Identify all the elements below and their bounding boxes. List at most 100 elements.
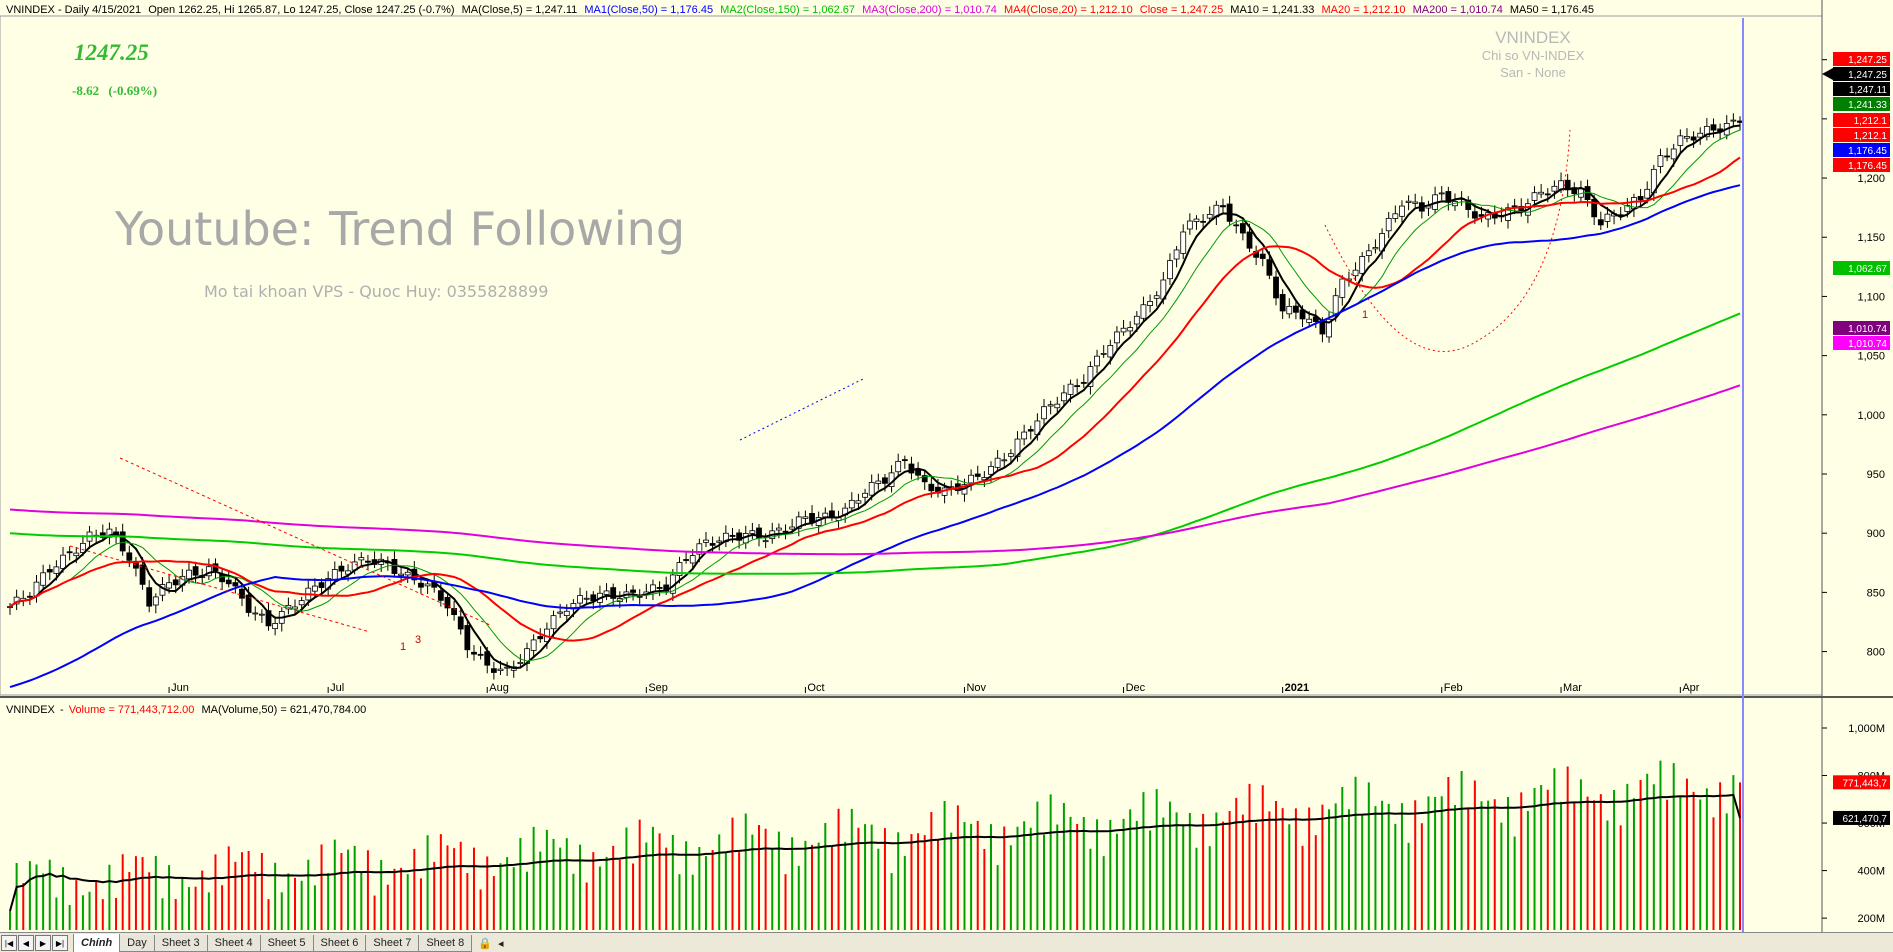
- candle: [789, 526, 796, 530]
- annotation-label: 1: [1362, 309, 1368, 321]
- watermark-subtitle: Mo tai khoan VPS - Quoc Huy: 0355828899: [204, 282, 548, 301]
- y-tick-label: 950: [1867, 469, 1885, 481]
- candle: [1365, 250, 1372, 256]
- next-sheet-button[interactable]: ▶: [35, 935, 51, 951]
- candle: [1087, 366, 1094, 387]
- candle: [795, 516, 802, 529]
- tab-sheet-8[interactable]: Sheet 8: [418, 934, 473, 952]
- candle: [630, 589, 636, 593]
- candle: [1206, 213, 1213, 219]
- price-tag-label: 1,247.25: [1848, 55, 1887, 66]
- candle: [146, 587, 153, 607]
- volume-header-title: VNINDEX: [6, 704, 56, 716]
- price-tag: [1833, 158, 1890, 172]
- candle: [716, 540, 723, 543]
- tab-sheet-7[interactable]: Sheet 7: [365, 934, 420, 952]
- candle: [1564, 179, 1571, 191]
- tab-sheet-6[interactable]: Sheet 6: [312, 934, 367, 952]
- candle: [192, 566, 199, 576]
- chart-canvas[interactable]: 1,3001,2501,2001,1501,1001,0501,00095090…: [0, 0, 1893, 932]
- candle: [7, 606, 13, 608]
- x-tick-label: Oct: [807, 682, 824, 694]
- candle: [1153, 295, 1160, 299]
- candle: [1120, 327, 1127, 333]
- x-tick-label: Jun: [171, 682, 189, 694]
- candle: [1684, 136, 1690, 139]
- ma10-line: [9, 129, 1741, 662]
- candle: [1637, 196, 1644, 201]
- candle: [471, 651, 477, 655]
- candle: [272, 623, 279, 630]
- candle: [1007, 453, 1014, 457]
- candle: [908, 463, 915, 474]
- volume-tag-label: 771,443,7: [1843, 778, 1888, 789]
- tab-sheet-5[interactable]: Sheet 5: [259, 934, 314, 952]
- candle: [577, 595, 583, 604]
- candle: [1186, 220, 1193, 230]
- candle: [477, 653, 484, 656]
- candle: [437, 590, 444, 601]
- candle: [749, 530, 756, 534]
- price-tag-label: 1,247.11: [1849, 85, 1888, 96]
- candle: [1597, 219, 1604, 226]
- prev-sheet-button[interactable]: ◀: [18, 935, 34, 951]
- candle: [1591, 198, 1598, 218]
- candle: [205, 566, 212, 577]
- candle: [1737, 120, 1743, 123]
- price-tag: [1833, 321, 1890, 335]
- candle: [1226, 203, 1233, 222]
- price-tag: [1833, 97, 1890, 111]
- candle: [1061, 392, 1067, 402]
- price-tag-label: 1,176.45: [1848, 146, 1887, 157]
- candle: [1657, 155, 1664, 167]
- candle: [66, 551, 73, 554]
- candle: [868, 482, 875, 496]
- annotation-label: 1: [400, 641, 406, 653]
- candle: [1385, 217, 1392, 232]
- candle: [1730, 119, 1737, 122]
- tab-day[interactable]: Day: [119, 934, 155, 952]
- last-sheet-button[interactable]: ▶|: [52, 935, 68, 951]
- candle: [318, 582, 325, 588]
- candle: [921, 475, 928, 483]
- x-tick-label: Jul: [330, 682, 344, 694]
- candle: [656, 587, 663, 589]
- candle: [1571, 187, 1578, 195]
- candle: [1544, 193, 1551, 196]
- first-sheet-button[interactable]: |◀: [1, 935, 17, 951]
- symbol-description: Chi so VN-INDEX: [1482, 48, 1585, 63]
- volume-header-ma: MA(Volume,50) = 621,470,784.00: [201, 704, 366, 716]
- scroll-left-icon[interactable]: ◂: [497, 937, 504, 950]
- price-tag-label: 1,176.45: [1848, 161, 1887, 172]
- candle: [1173, 249, 1180, 260]
- candle: [1133, 315, 1140, 325]
- volume-pane[interactable]: [9, 760, 1741, 930]
- tab-chinh[interactable]: Chính: [73, 933, 121, 952]
- ma5-line: [9, 124, 1741, 670]
- tab-sheet-4[interactable]: Sheet 4: [206, 934, 261, 952]
- price-tags: 1,247.25 1,247.25 1,247.11 1,241.33 1,212.1 1…: [1822, 52, 1890, 825]
- volume-tag-label: 621,470,7: [1843, 814, 1888, 825]
- x-tick-label: Apr: [1682, 682, 1699, 694]
- candle: [1405, 200, 1412, 203]
- candle: [1306, 318, 1313, 323]
- candle: [1551, 185, 1558, 192]
- chart-header: VNINDEX - Daily 4/15/2021 Open 1262.25, …: [6, 4, 1594, 16]
- current-price-pointer: [1822, 68, 1833, 80]
- price-tag-label: 1,212.1: [1854, 116, 1888, 127]
- lock-icon[interactable]: 🔒: [478, 937, 492, 950]
- candle: [1710, 124, 1717, 131]
- candle: [1220, 205, 1226, 208]
- volume-y-tick-label: 200M: [1857, 913, 1885, 925]
- tab-sheet-3[interactable]: Sheet 3: [153, 934, 208, 952]
- trend-line: [69, 545, 371, 633]
- candle: [848, 499, 855, 509]
- candle: [1001, 459, 1008, 462]
- price-tag-label: 1,247.25: [1848, 70, 1887, 81]
- candle: [1644, 188, 1651, 199]
- y-tick-label: 1,200: [1857, 173, 1885, 185]
- candle: [338, 565, 345, 572]
- candle: [53, 566, 60, 574]
- candle: [802, 516, 809, 519]
- candle: [1233, 224, 1240, 227]
